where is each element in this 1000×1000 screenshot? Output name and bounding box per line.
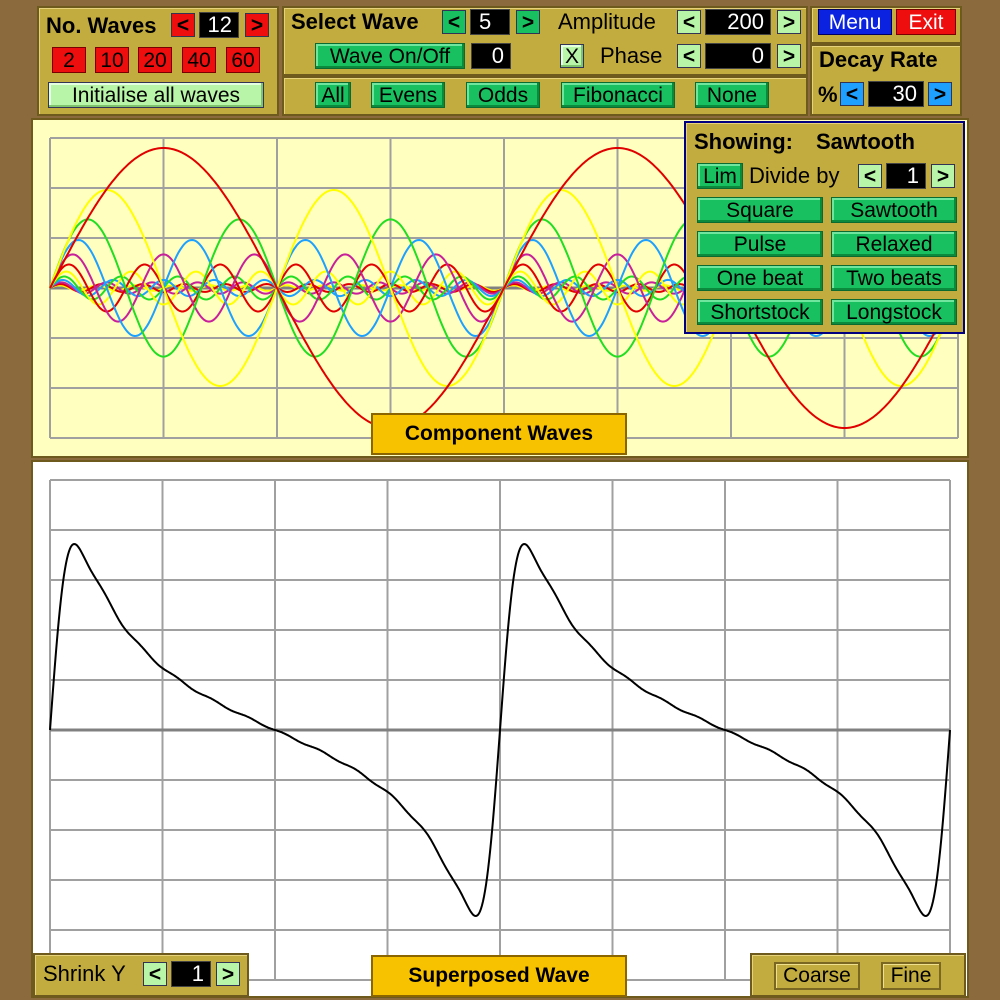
num-waves-preset-10[interactable]: 10: [95, 47, 129, 73]
superposed-wave-frame: [31, 460, 969, 998]
filter-all-button[interactable]: All: [315, 82, 351, 108]
preset-shortstock-button[interactable]: Shortstock: [697, 299, 823, 325]
amplitude-display: 200: [705, 9, 771, 35]
num-waves-preset-40[interactable]: 40: [182, 47, 216, 73]
initialise-all-waves-button[interactable]: Initialise all waves: [48, 82, 264, 108]
menu-button[interactable]: Menu: [818, 9, 892, 35]
phase-display: 0: [705, 43, 771, 69]
shrink-y-increase-button[interactable]: >: [216, 962, 240, 986]
shrink-y-label: Shrink Y: [43, 961, 126, 986]
num-waves-preset-20[interactable]: 20: [138, 47, 172, 73]
decay-rate-display: 30: [868, 81, 924, 107]
filter-none-button[interactable]: None: [695, 82, 769, 108]
num-waves-increase-button[interactable]: >: [245, 13, 269, 37]
num-waves-decrease-button[interactable]: <: [171, 13, 195, 37]
select-wave-label: Select Wave: [291, 9, 419, 34]
exit-button[interactable]: Exit: [896, 9, 956, 35]
num-waves-preset-2[interactable]: 2: [52, 47, 86, 73]
phase-increase-button[interactable]: >: [777, 44, 801, 68]
preset-relaxed-button[interactable]: Relaxed: [831, 231, 957, 257]
coarse-button[interactable]: Coarse: [774, 962, 860, 990]
decay-increase-button[interactable]: >: [928, 82, 952, 106]
decay-rate-label: Decay Rate: [819, 47, 938, 72]
num-waves-preset-60[interactable]: 60: [226, 47, 260, 73]
preset-one-beat-button[interactable]: One beat: [697, 265, 823, 291]
decay-percent-label: %: [818, 82, 838, 107]
filter-fibonacci-button[interactable]: Fibonacci: [561, 82, 675, 108]
showing-panel: [684, 121, 965, 334]
preset-square-button[interactable]: Square: [697, 197, 823, 223]
x-button[interactable]: X: [560, 44, 584, 68]
component-waves-title: Component Waves: [371, 413, 627, 455]
preset-longstock-button[interactable]: Longstock: [831, 299, 957, 325]
divide-by-display: 1: [886, 163, 926, 189]
phase-decrease-button[interactable]: <: [677, 44, 701, 68]
showing-value: Sawtooth: [816, 129, 915, 154]
phase-label: Phase: [600, 43, 663, 68]
divide-decrease-button[interactable]: <: [858, 164, 882, 188]
select-wave-decrease-button[interactable]: <: [442, 10, 466, 34]
showing-label: Showing:: [694, 129, 793, 154]
amplitude-increase-button[interactable]: >: [777, 10, 801, 34]
wave-on-off-button[interactable]: Wave On/Off: [315, 43, 465, 69]
amplitude-decrease-button[interactable]: <: [677, 10, 701, 34]
fine-button[interactable]: Fine: [881, 962, 941, 990]
lim-button[interactable]: Lim: [697, 163, 743, 189]
amplitude-label: Amplitude: [558, 9, 656, 34]
shrink-y-display: 1: [171, 961, 211, 987]
shrink-y-panel: [33, 953, 249, 997]
decay-decrease-button[interactable]: <: [840, 82, 864, 106]
select-wave-increase-button[interactable]: >: [516, 10, 540, 34]
filter-evens-button[interactable]: Evens: [371, 82, 445, 108]
num-waves-display: 12: [199, 12, 239, 38]
preset-two-beats-button[interactable]: Two beats: [831, 265, 957, 291]
wave-on-off-display: 0: [471, 43, 511, 69]
num-waves-label: No. Waves: [46, 13, 157, 38]
select-wave-display: 5: [470, 9, 510, 35]
preset-sawtooth-button[interactable]: Sawtooth: [831, 197, 957, 223]
divide-increase-button[interactable]: >: [931, 164, 955, 188]
shrink-y-decrease-button[interactable]: <: [143, 962, 167, 986]
divide-by-label: Divide by: [749, 163, 840, 188]
preset-pulse-button[interactable]: Pulse: [697, 231, 823, 257]
filter-odds-button[interactable]: Odds: [466, 82, 540, 108]
superposed-wave-title: Superposed Wave: [371, 955, 627, 997]
